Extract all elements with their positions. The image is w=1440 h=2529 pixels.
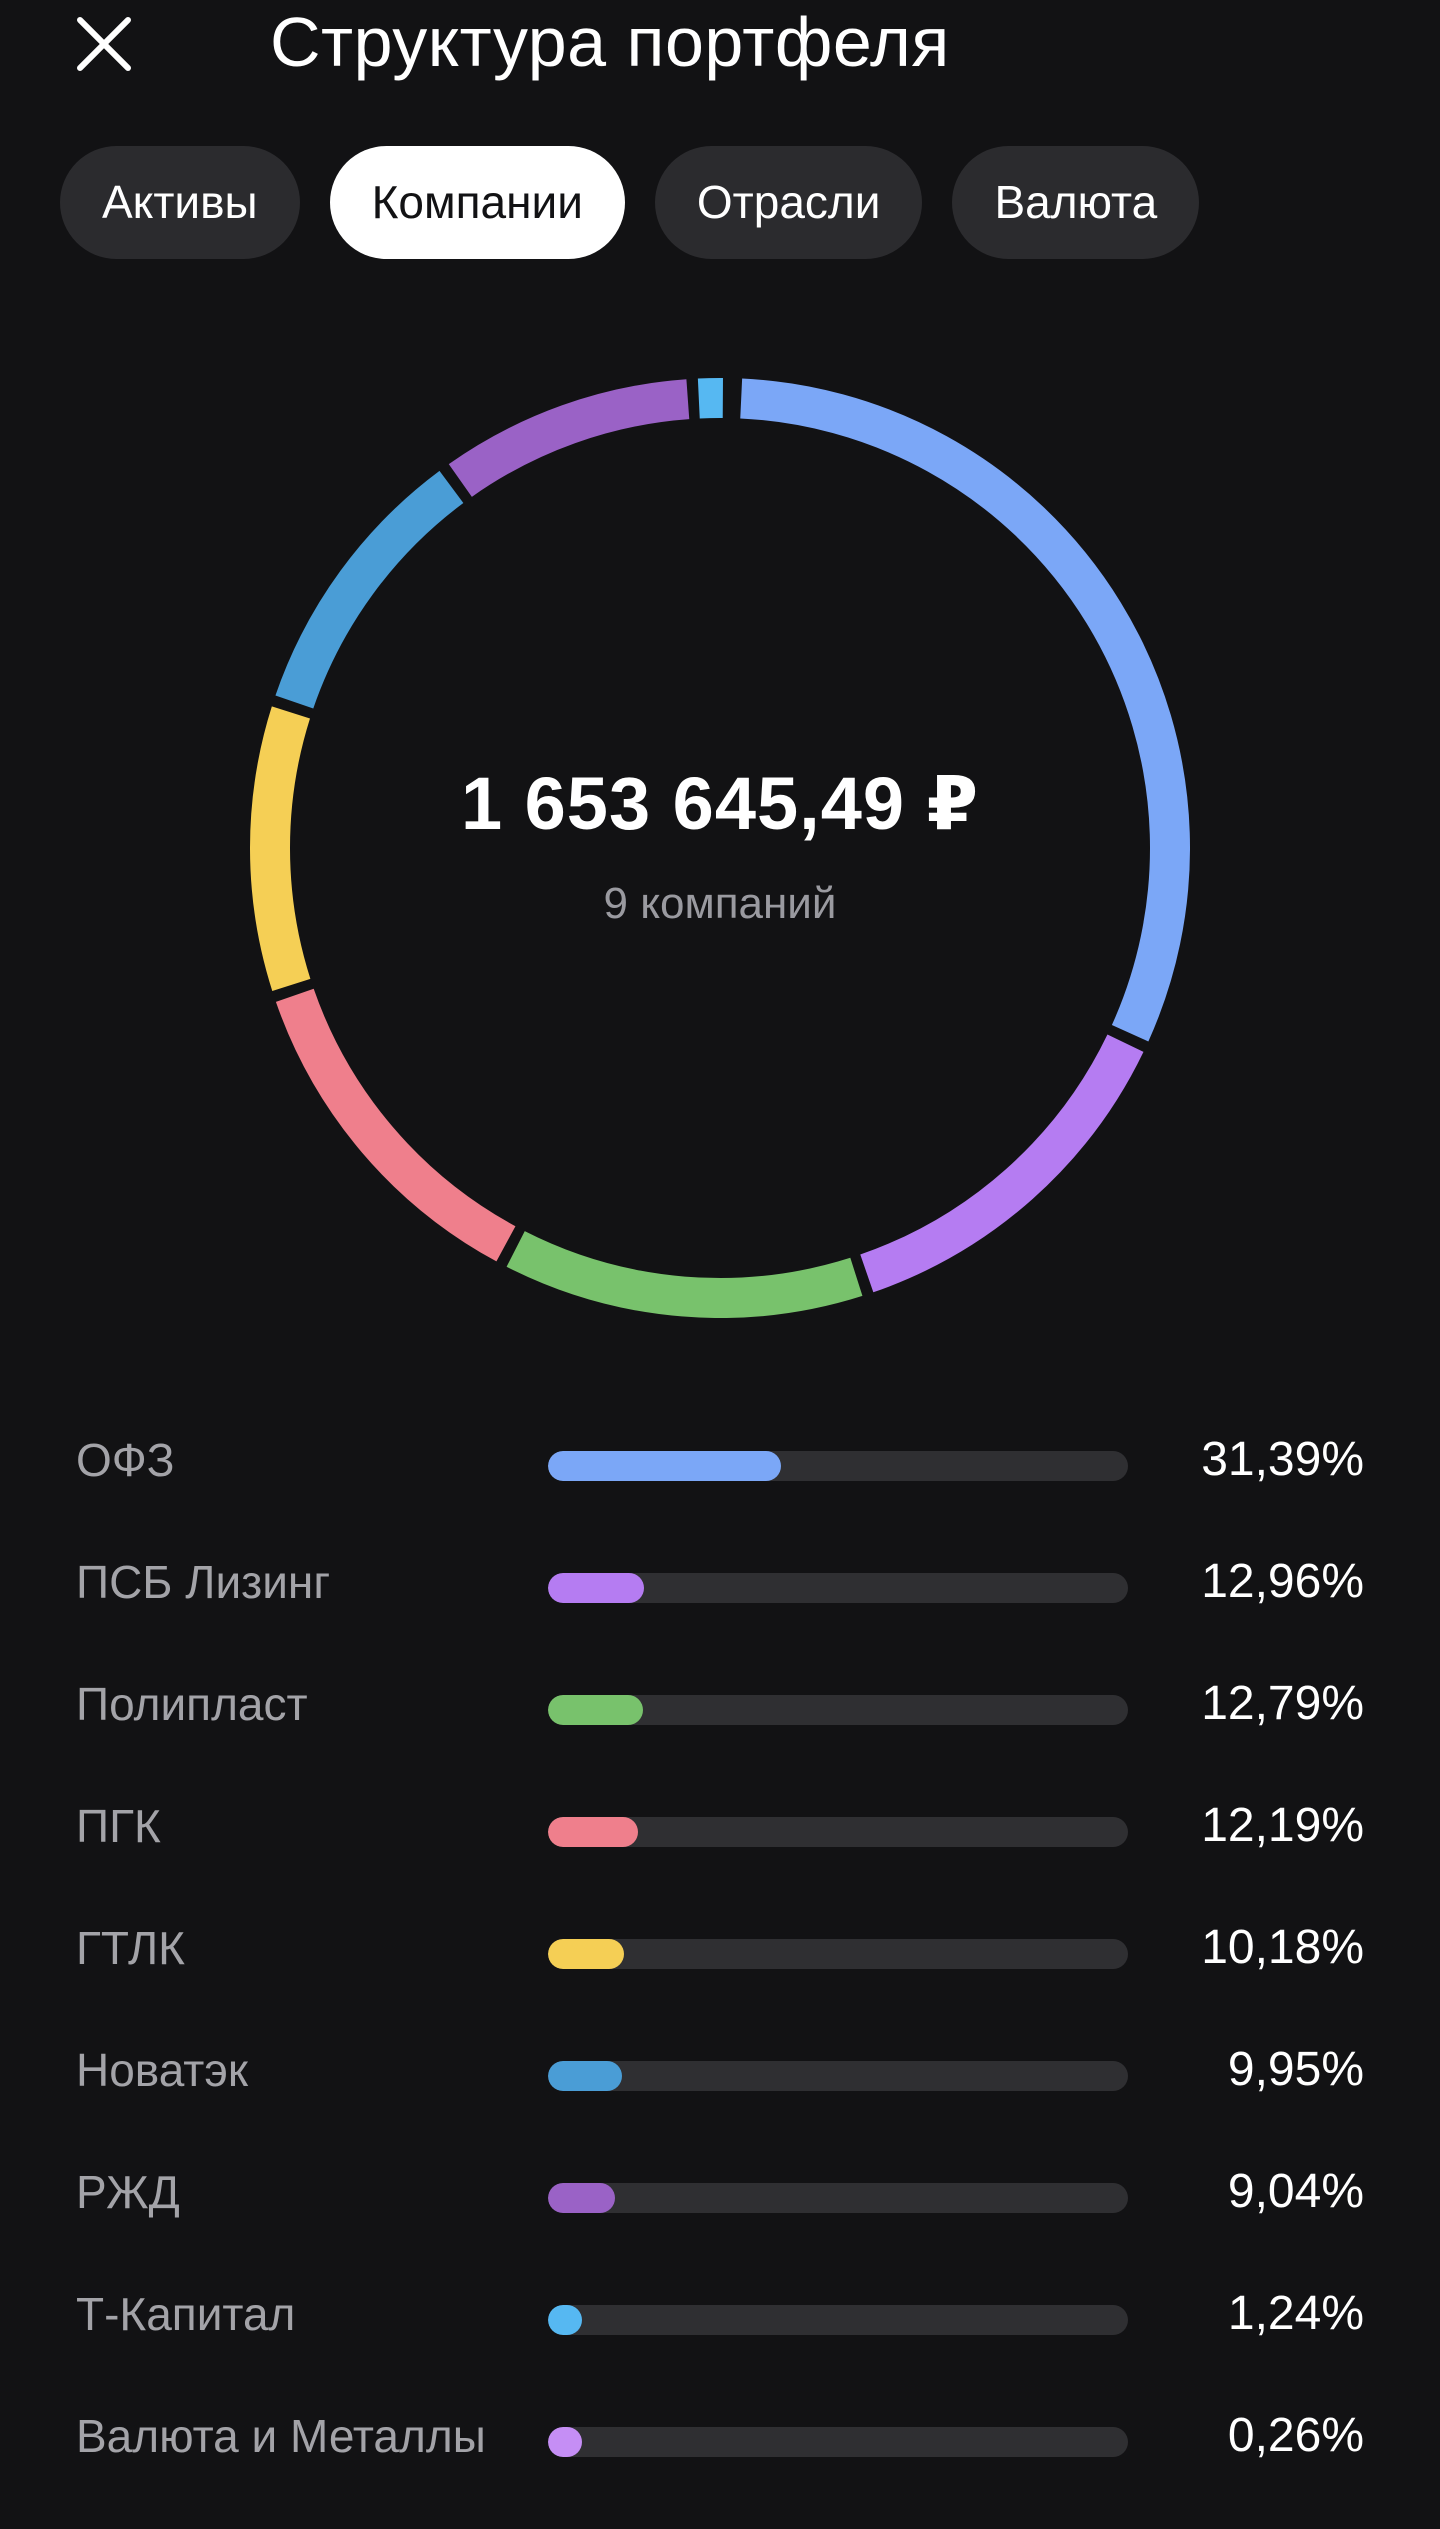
tab-currency[interactable]: Валюта [952,146,1200,259]
tab-industries[interactable]: Отрасли [654,146,923,259]
donut-chart-svg [250,378,1190,1318]
donut-segment[interactable] [250,706,311,991]
share-bar-track [548,1695,1128,1725]
share-bar-fill [548,1451,782,1481]
share-bar-track [548,1939,1128,1969]
share-percent: 9,95% [1227,2043,1364,2096]
company-name: Новатэк [76,2044,248,2096]
company-name: Полипласт [76,1678,308,1730]
share-bar-fill [548,2061,622,2091]
list-item[interactable]: ПСБ Лизинг 12,96% [0,1522,1440,1644]
donut-segment[interactable] [275,470,464,709]
share-percent: 9,04% [1227,2165,1364,2218]
tab-bar: Активы Компании Отрасли Валюта [60,146,1200,259]
companies-count: 9 компаний [603,879,837,928]
company-name: ПГК [76,1800,161,1852]
close-button[interactable] [68,8,140,80]
company-name: ГТЛК [76,1922,185,1974]
page-title: Структура портфеля [270,3,950,81]
share-percent: 12,19% [1201,1799,1364,1852]
donut-segment[interactable] [506,1231,863,1318]
share-bar-track [548,1573,1128,1603]
share-bar-fill [548,1695,643,1725]
share-bar-fill [548,2427,582,2457]
tab-companies[interactable]: Компании [329,146,625,259]
donut-segment[interactable] [860,1034,1144,1293]
share-percent: 31,39% [1201,1433,1364,1486]
share-percent: 12,79% [1201,1677,1364,1730]
donut-segment[interactable] [740,378,1190,1042]
donut-segment[interactable] [275,988,516,1262]
share-percent: 12,96% [1201,1555,1364,1608]
company-name: Валюта и Металлы [76,2410,486,2462]
list-item[interactable]: Полипласт 12,79% [0,1644,1440,1766]
list-item[interactable]: ПГК 12,19% [0,1766,1440,1888]
list-item[interactable]: Новатэк 9,95% [0,2010,1440,2132]
company-name: РЖД [76,2166,180,2218]
list-item[interactable]: Валюта и Металлы 0,26% [0,2376,1440,2498]
company-name: ОФЗ [76,1434,175,1486]
share-bar-track [548,2061,1128,2091]
donut-segment[interactable] [448,379,690,497]
tab-assets[interactable]: Активы [60,146,300,259]
company-name: ПСБ Лизинг [76,1556,331,1608]
share-percent: 1,24% [1227,2287,1364,2340]
list-item[interactable]: Т-Капитал 1,24% [0,2254,1440,2376]
share-bar-fill [548,2183,616,2213]
share-bar-track [548,2427,1128,2457]
share-bar-track [548,1817,1128,1847]
list-item[interactable]: ГТЛК 10,18% [0,1888,1440,2010]
share-bar-fill [548,1817,639,1847]
share-percent: 10,18% [1201,1921,1364,1974]
share-percent: 0,26% [1227,2409,1364,2462]
list-item[interactable]: ОФЗ 31,39% [0,1400,1440,1522]
donut-chart [250,378,1190,1318]
company-name: Т-Капитал [76,2288,296,2340]
share-bar-fill [548,1939,624,1969]
share-bar-track [548,1451,1128,1481]
portfolio-total: 1 653 645,49 ₽ [460,762,980,845]
share-bar-fill [548,2305,582,2335]
close-icon [77,17,131,71]
share-bar-track [548,2305,1128,2335]
share-bar-track [548,2183,1128,2213]
list-item[interactable]: РЖД 9,04% [0,2132,1440,2254]
share-bar-fill [548,1573,645,1603]
